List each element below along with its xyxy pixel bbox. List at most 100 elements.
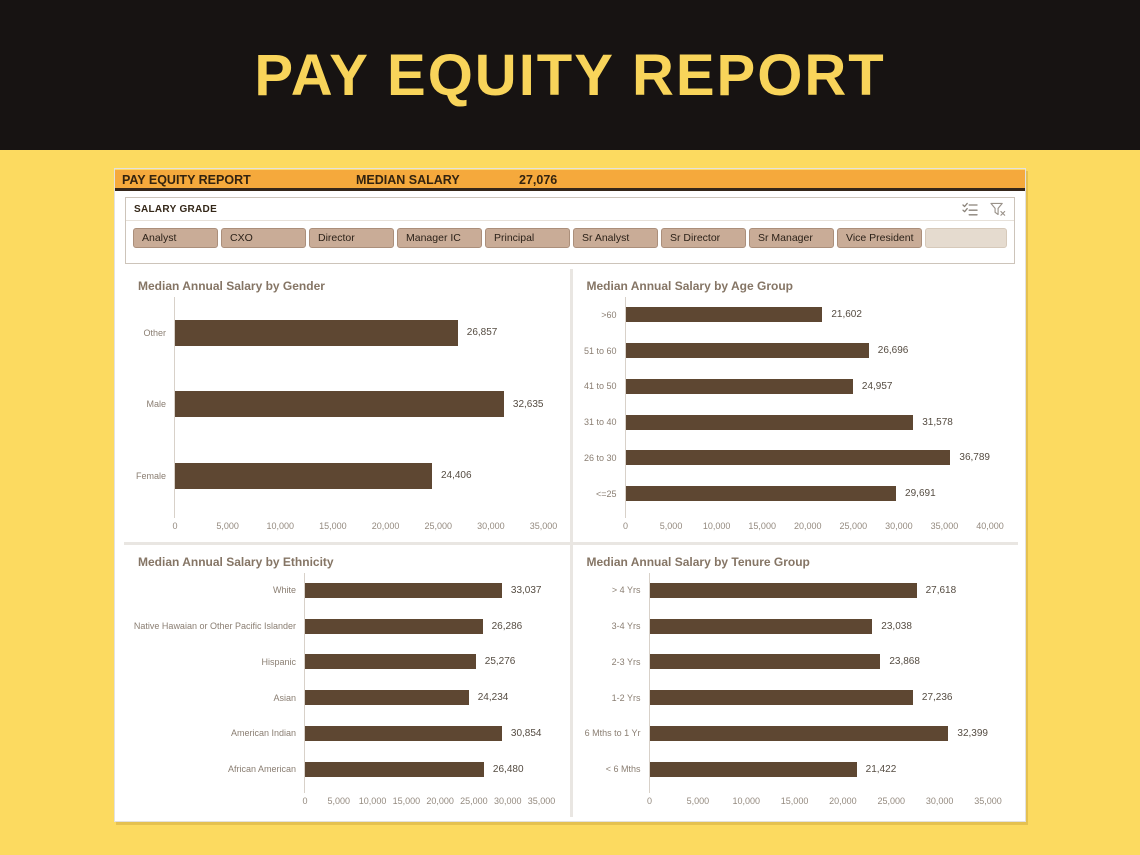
value-label: 36,789 [959,452,990,464]
value-label: 26,286 [491,620,523,632]
category-label: 6 Mths to 1 Yr [584,728,641,739]
x-axis: 0 5,000 10,000 15,000 20,000 25,000 30,000 35,0… [124,511,570,539]
plot-area: >60 21,602 51 to 60 26,696 41 to 50 24,957 31 … [573,297,1019,542]
value-label: 27,618 [925,584,957,596]
axis-tick-label: 30,000 [925,796,954,806]
value-label: 26,480 [492,763,524,775]
bar-track: 25,276 [304,644,542,680]
axis-tick-label: 10,000 [358,796,387,806]
x-axis: 0 5,000 10,000 15,000 20,000 25,000 30,000 35,0… [124,787,570,814]
data-bar[interactable] [175,391,504,418]
slicer-chip-sr-director[interactable]: Sr Director [661,228,746,248]
value-label: 25,276 [484,656,516,668]
data-bar[interactable] [649,654,881,670]
data-bar[interactable] [625,486,897,502]
category-label: White [272,585,296,596]
value-label: 30,854 [510,727,542,739]
bar-row: 6 Mths to 1 Yr 32,399 [573,715,1019,752]
axis-tick-label: 5,000 [216,520,239,531]
bar-track: 26,286 [304,608,542,644]
bar-row: White 33,037 [124,572,570,609]
value-label: 26,857 [466,327,498,339]
axis-tick-label: 0 [302,796,308,806]
category-label: < 6 Mths [605,764,641,775]
data-bar[interactable] [305,761,484,777]
slicer-chip-sr-analyst[interactable]: Sr Analyst [573,228,658,248]
slicer-chip-cxo[interactable]: CXO [221,228,306,248]
report-title: PAY EQUITY REPORT [122,173,251,187]
data-bar[interactable] [305,690,469,706]
category-label: Native Hawaian or Other Pacific Islander [133,621,296,632]
category-label: 41 to 50 [583,381,617,392]
axis-tick-label: 25,000 [877,796,906,806]
slicer-chip-manager-ic[interactable]: Manager IC [397,228,482,248]
value-label: 29,691 [905,488,936,500]
data-bar[interactable] [649,582,917,598]
category-label: 51 to 60 [583,345,617,356]
axis-tick-label: 40,000 [976,520,1004,531]
axis-tick-label: 35,000 [930,520,959,531]
axis-tick-label: 20,000 [829,796,857,806]
data-bar[interactable] [175,462,432,489]
chart-title: Median Annual Salary by Age Group [586,279,793,293]
data-bar[interactable] [649,618,873,634]
axis-tick-label: 30,000 [885,520,913,531]
data-bar[interactable] [305,654,476,670]
plot-area: White 33,037 Native Hawaian or Other Pacif… [124,572,570,818]
value-label: 23,038 [881,620,912,632]
data-bar[interactable] [649,725,949,741]
banner: PAY EQUITY REPORT [0,0,1140,150]
data-bar[interactable] [625,414,914,430]
slicer-chip-vice-president[interactable]: Vice President [837,228,922,248]
bar-row: 1-2 Yrs 27,236 [573,679,1019,716]
value-label: 24,957 [861,380,893,392]
category-label: African American [227,764,296,775]
clear-filter-icon[interactable] [990,202,1006,217]
salary-grade-slicer: SALARY GRADE [125,197,1015,264]
data-bar[interactable] [625,378,853,394]
data-bar[interactable] [649,761,857,777]
data-bar[interactable] [305,618,483,634]
category-label: <=25 [595,488,617,499]
bar-track: 23,868 [648,644,989,680]
axis-tick-label: 10,000 [266,520,295,531]
bar-row: 26 to 30 36,789 [573,440,1019,476]
bar-track: 27,618 [648,572,989,609]
category-label: Asian [273,692,296,703]
data-bar[interactable] [625,450,951,466]
axis-tick-label: 10,000 [732,796,760,806]
bar-track: 36,789 [624,440,990,476]
bar-track: 31,578 [624,404,991,440]
slicer-chip-principal[interactable]: Principal [485,228,570,248]
value-label: 31,578 [922,416,953,428]
plot-area: > 4 Yrs 27,618 3-4 Yrs 23,038 2-3 Yrs 23,868 1… [573,572,1019,818]
slicer-chip-analyst[interactable]: Analyst [133,228,218,248]
slicer-options: Analyst CXO Director Manager IC Principal Sr … [126,221,1014,255]
data-bar[interactable] [625,343,869,359]
slicer-title: SALARY GRADE [134,203,218,215]
data-bar[interactable] [625,307,823,323]
axis-tick-label: 20,000 [793,520,822,531]
data-bar[interactable] [649,690,913,706]
value-label: 32,635 [512,398,544,410]
bar-rows: Other 26,857 Male 32,635 Female 24,406 [124,297,570,512]
page: PAY EQUITY REPORT PAY EQUITY REPORT MEDI… [0,0,1140,822]
multi-select-icon[interactable] [962,202,978,216]
bar-row: Male 32,635 [124,368,570,440]
bar-track: 32,399 [648,715,988,752]
slicer-chip-director[interactable]: Director [309,228,394,248]
bar-row: >60 21,602 [573,297,1019,333]
value-label: 23,868 [889,656,920,668]
bar-row: 2-3 Yrs 23,868 [573,644,1019,680]
axis-tick-label: 20,000 [371,520,400,531]
slicer-toolbar [962,202,1006,217]
axis-tick-label: 15,000 [780,796,809,806]
data-bar[interactable] [305,582,502,598]
data-bar[interactable] [305,725,502,741]
slicer-chip-sr-manager[interactable]: Sr Manager [749,228,834,248]
data-bar[interactable] [175,319,458,346]
bar-row: > 4 Yrs 27,618 [573,572,1019,609]
dashboard: PAY EQUITY REPORT MEDIAN SALARY 27,076 S… [114,168,1026,822]
report-header-bar: PAY EQUITY REPORT MEDIAN SALARY 27,076 [115,169,1025,191]
chart-title: Median Annual Salary by Ethnicity [138,554,334,569]
